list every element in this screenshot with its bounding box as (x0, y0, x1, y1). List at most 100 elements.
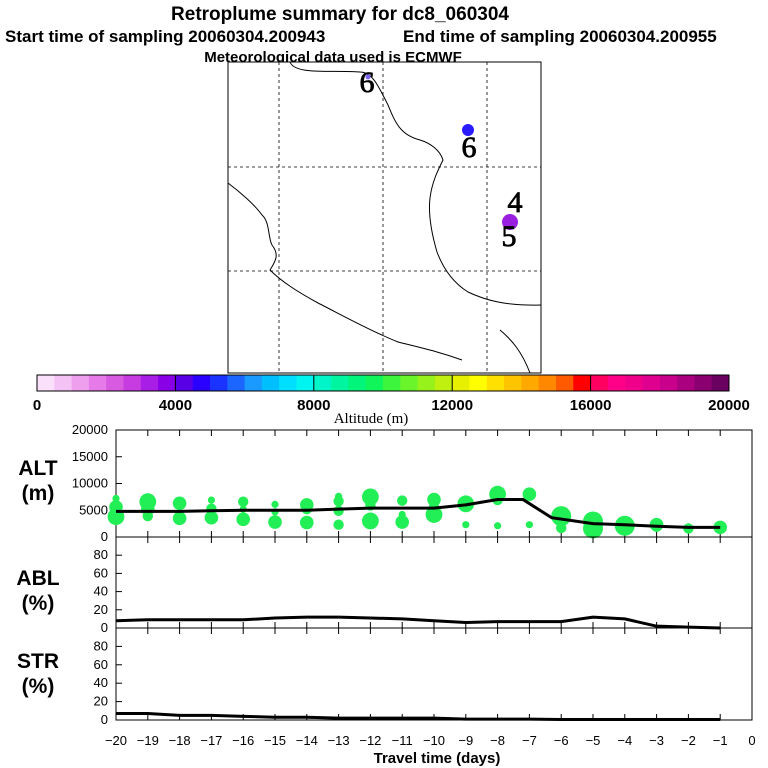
colorbar-swatch (37, 375, 55, 391)
map-marker-dot (462, 124, 474, 136)
colorbar-swatch (400, 375, 419, 391)
y-tick-label: 40 (94, 675, 108, 690)
x-tick-label: −1 (713, 733, 728, 748)
colorbar-swatch (261, 375, 280, 391)
colorbar-swatch (313, 375, 332, 391)
altitude-point (462, 521, 470, 529)
y-tick-label: 60 (94, 657, 108, 672)
panel-label: ABL (16, 567, 59, 590)
x-tick-label: −4 (617, 733, 632, 748)
x-tick-label: −6 (554, 733, 569, 748)
panel-alt: 0 5000 10000 15000 20000 ALT(m) (18, 422, 753, 544)
x-tick-label: −3 (649, 733, 664, 748)
colorbar-swatch (227, 375, 246, 391)
y-tick-label: 20000 (72, 422, 108, 437)
colorbar-swatch (123, 375, 142, 391)
y-tick-label: 15000 (72, 449, 108, 464)
colorbar-swatch (556, 375, 574, 391)
altitude-point (172, 496, 187, 511)
colorbar-swatch (331, 375, 349, 391)
panel-unit: (%) (22, 675, 55, 698)
altitude-mean-line (116, 498, 721, 529)
start-time-label: Start time of sampling 20060304.200943 (5, 27, 325, 46)
colorbar-swatch (106, 375, 124, 391)
colorbar-swatch (573, 375, 592, 391)
altitude-point (238, 496, 249, 507)
altitude-colorbar: 0 4000 8000 12000 16000 20000 (33, 374, 750, 414)
colorbar-tick-label: 4000 (159, 397, 192, 414)
colorbar-swatch (642, 375, 661, 391)
x-tick-label: −20 (105, 733, 127, 748)
altitude-point (172, 511, 187, 526)
x-tick-label: −10 (423, 733, 445, 748)
x-tick-label: −12 (359, 733, 381, 748)
colorbar-swatch (694, 375, 713, 391)
altitude-point (112, 494, 120, 503)
coastlines (227, 61, 542, 374)
colorbar-swatch (434, 375, 453, 391)
x-tick-label: −19 (137, 733, 159, 748)
colorbar-swatch (279, 375, 297, 391)
colorbar-swatch (210, 375, 228, 391)
map-marker-dot (502, 214, 518, 230)
colorbar-swatch (175, 375, 194, 391)
altitude-point (300, 515, 314, 530)
x-tick-label: −5 (586, 733, 601, 748)
colorbar-tick-label: 16000 (570, 397, 612, 414)
altitude-point (362, 488, 379, 506)
x-tick-label: −15 (264, 733, 286, 748)
panel-frame (115, 627, 753, 721)
panel-label: ALT (18, 457, 57, 480)
colorbar-swatch (244, 375, 263, 391)
colorbar-swatch (521, 375, 540, 391)
colorbar-swatch (54, 375, 73, 391)
colorbar-swatch (469, 375, 488, 391)
panel-abl: 0 20 40 60 80 ABL(%) (16, 536, 753, 635)
altitude-point (142, 510, 153, 522)
abl-line (115, 615, 721, 630)
altitude-point (525, 521, 534, 529)
time-series-panels: 05000100001500020000ALT(m)020406080ABL(%… (16, 422, 755, 748)
colorbar-tick-label: 8000 (297, 397, 330, 414)
colorbar-swatch (348, 375, 367, 391)
colorbar-swatch (88, 375, 107, 391)
x-tick-label: −16 (232, 733, 254, 748)
altitude-point (425, 506, 443, 523)
colorbar-swatch (538, 375, 557, 391)
colorbar-swatch (504, 375, 522, 391)
panel-unit: (m) (22, 482, 55, 505)
colorbar-tick-label: 12000 (431, 397, 473, 414)
colorbar-swatch (383, 375, 401, 391)
x-tick-label: −11 (392, 733, 413, 748)
y-tick-label: 40 (94, 584, 108, 599)
y-tick-label: 0 (101, 529, 108, 544)
end-time-label: End time of sampling 20060304.200955 (403, 27, 717, 46)
x-tick-label: 0 (748, 733, 755, 748)
colorbar-tick-label: 20000 (708, 397, 750, 414)
y-tick-label: 5000 (79, 502, 108, 517)
y-tick-label: 80 (94, 638, 108, 653)
colorbar-swatch (365, 375, 384, 391)
map-marker-label: 6 (462, 131, 477, 164)
map-marker-label: 4 (508, 186, 523, 219)
altitude-point (207, 496, 215, 504)
x-tick-label: −2 (681, 733, 696, 748)
x-tick-label: −17 (200, 733, 222, 748)
altitude-point (333, 495, 344, 507)
colorbar-swatch (590, 375, 609, 391)
panel-frame (115, 536, 753, 629)
map-marker-label: 6 (360, 66, 375, 99)
altitude-point (236, 512, 250, 527)
map-gridlines (228, 62, 541, 373)
altitude-point (268, 515, 282, 529)
altitude-point (271, 500, 279, 508)
colorbar-swatch (296, 375, 315, 391)
colorbar-tick-label: 0 (33, 397, 41, 414)
y-tick-label: 0 (101, 620, 108, 635)
altitude-point (556, 522, 567, 534)
y-tick-label: 60 (94, 565, 108, 580)
colorbar-swatch (417, 375, 436, 391)
colorbar-swatch (452, 375, 470, 391)
altitude-point (362, 512, 379, 530)
